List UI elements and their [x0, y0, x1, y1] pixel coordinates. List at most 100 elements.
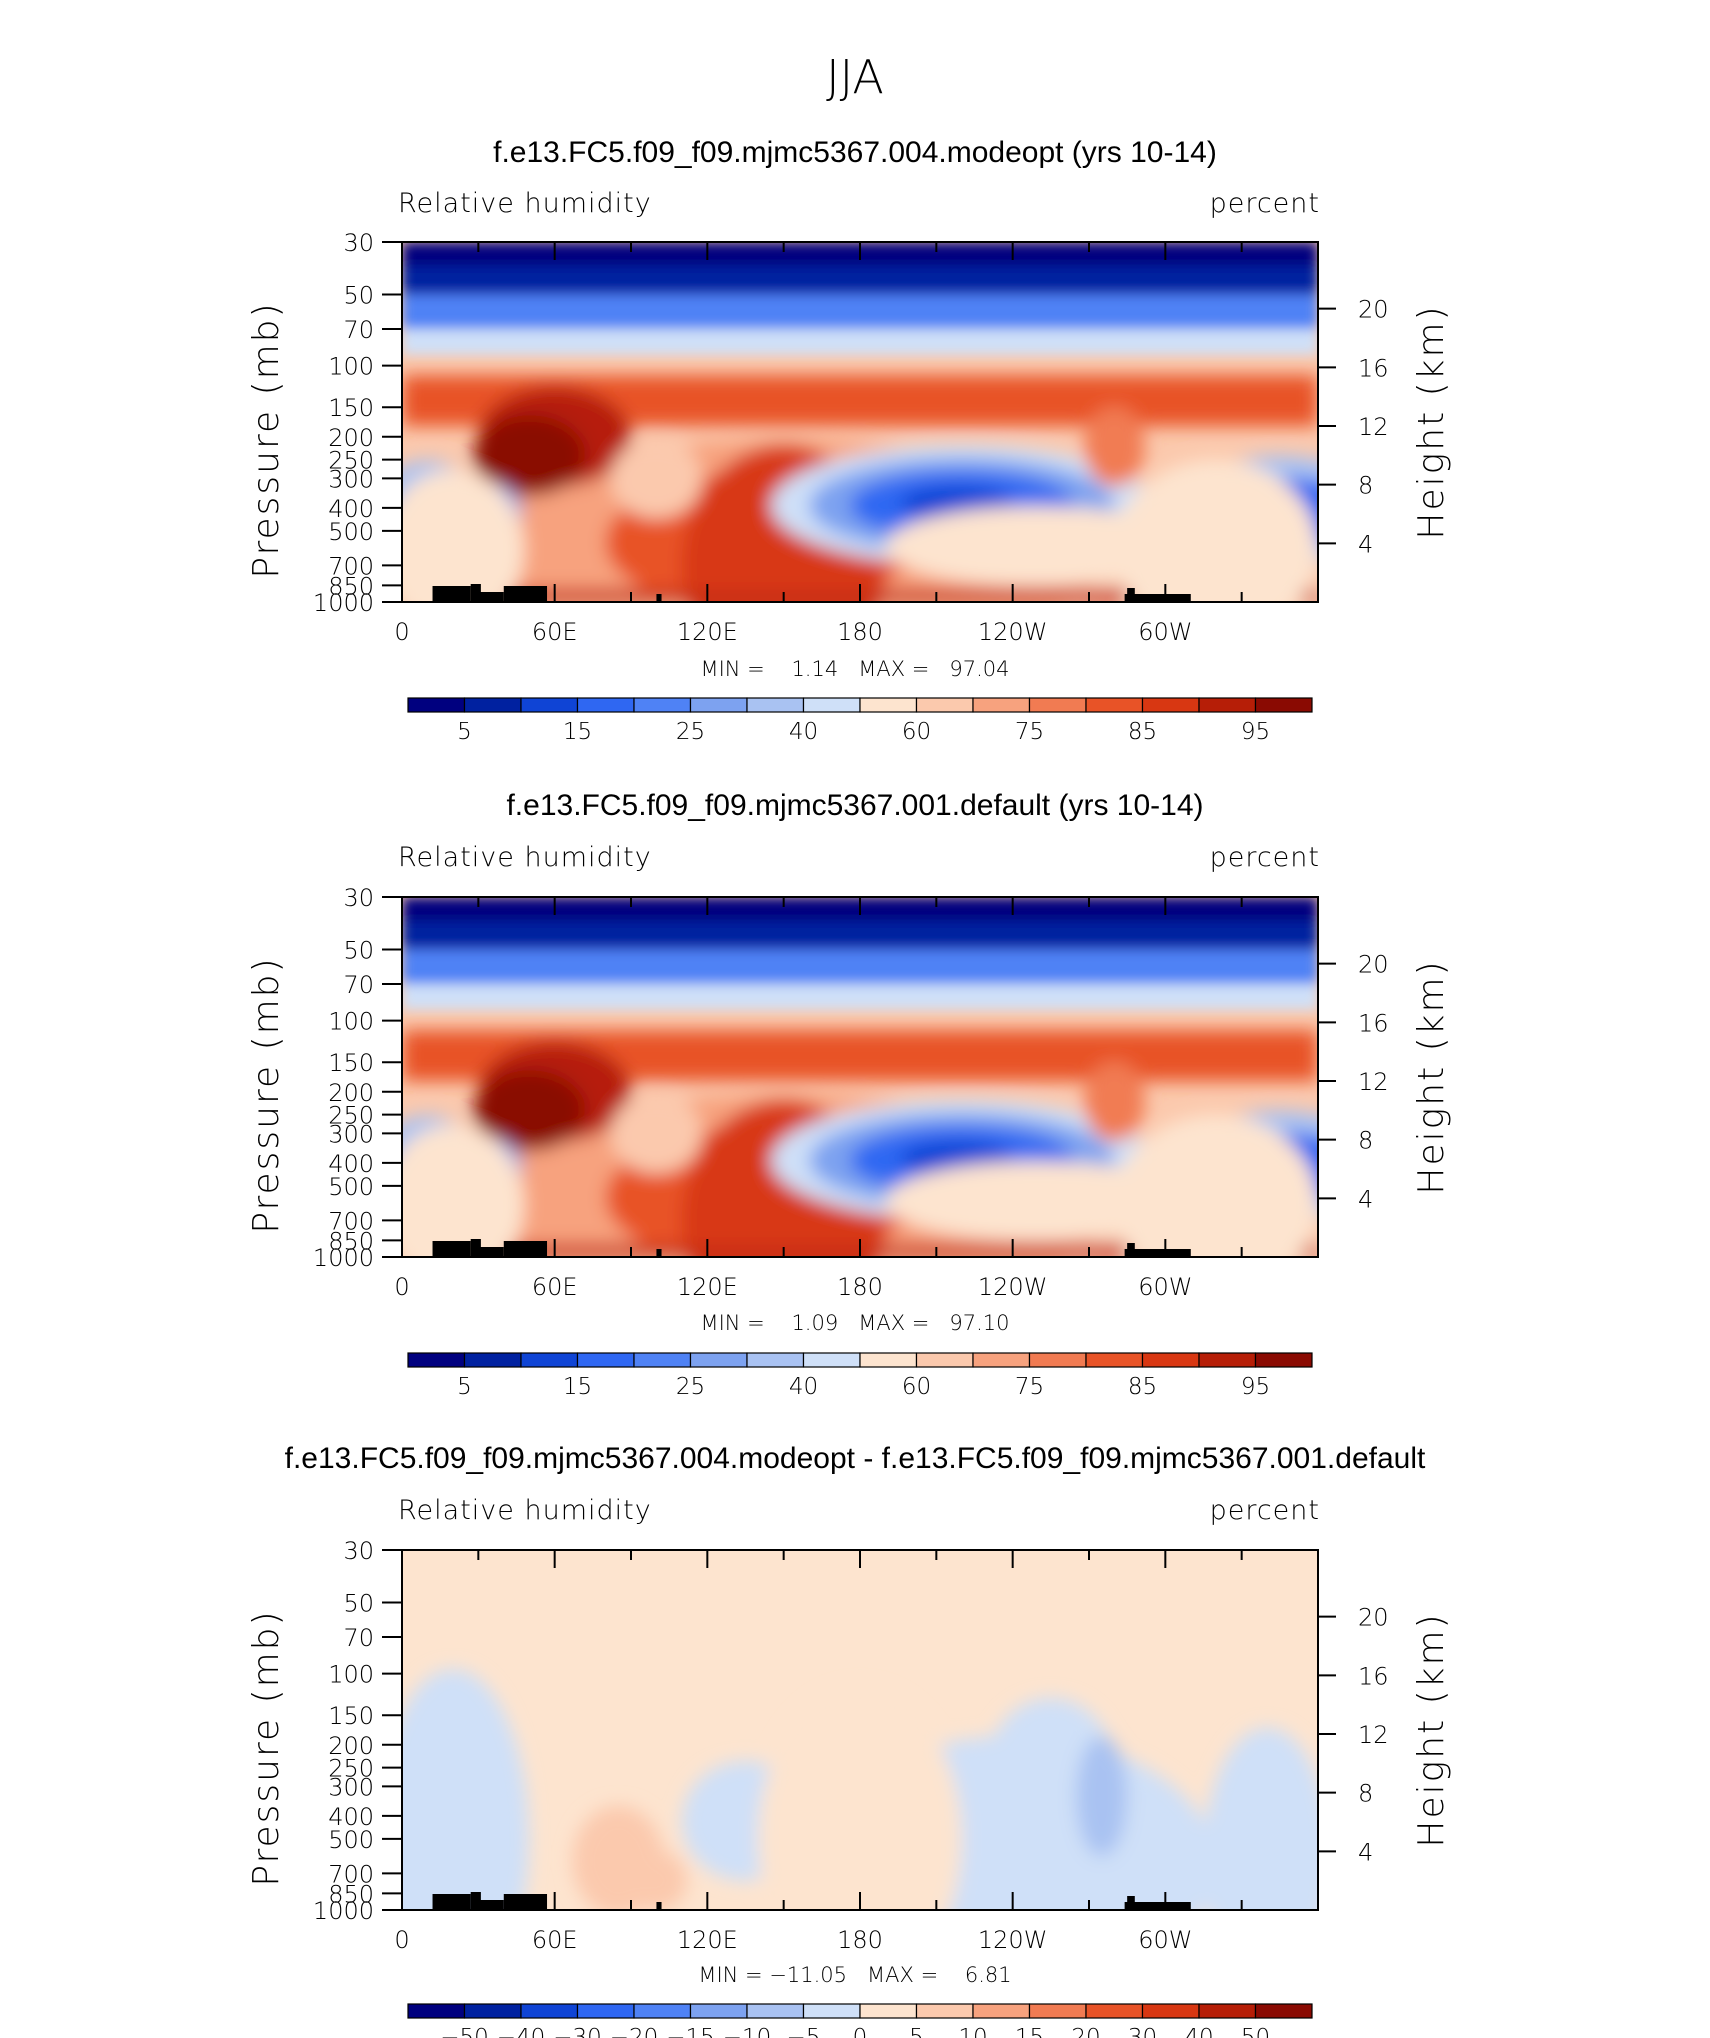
- colorbar-label: 15: [563, 1374, 592, 1400]
- diff-neg-core: [1076, 1736, 1128, 1857]
- variable-label: Relative humidity: [398, 1495, 652, 1526]
- dry-region-lower: [402, 469, 525, 602]
- colorbar-swatch: [972, 2003, 1031, 2019]
- x-tick-label: 60W: [1138, 1926, 1192, 1954]
- colorbar-swatch: [633, 697, 692, 713]
- y2-axis-title: Height (km): [1411, 959, 1452, 1194]
- topography: [432, 1892, 1191, 1910]
- colorbar-swatch: [1028, 2003, 1087, 2019]
- colorbar-label: −5: [787, 2025, 821, 2038]
- y-tick-label: 300: [328, 465, 374, 493]
- colorbar-swatch: [576, 1352, 635, 1368]
- colorbar-label: 30: [1128, 2025, 1157, 2038]
- colorbar-swatch: [1254, 1352, 1313, 1368]
- min-max-stats: MIN = −11.05 MAX = 6.81: [698, 1963, 1011, 1987]
- panel-title: f.e13.FC5.f09_f09.mjmc5367.001.default (…: [506, 789, 1203, 822]
- colorbar-label: −40: [497, 2025, 546, 2038]
- colorbar-label: 60: [902, 1374, 931, 1400]
- dry-region-lower: [402, 1124, 525, 1257]
- y2-tick-label: 12: [1358, 1721, 1389, 1749]
- topography-block: [656, 594, 662, 602]
- y-tick-label: 100: [328, 1661, 374, 1689]
- topography: [432, 1239, 1191, 1257]
- colorbar-label: 5: [909, 2025, 924, 2038]
- x-tick-label: 180: [837, 1926, 883, 1954]
- diff-neg-east: [1203, 1727, 1318, 1910]
- topography-block: [503, 1894, 548, 1910]
- colorbar-label: −30: [553, 2025, 602, 2038]
- colorbar-swatch: [1141, 697, 1200, 713]
- y2-tick-label: 20: [1358, 951, 1389, 979]
- colorbar-swatch: [1141, 2003, 1200, 2019]
- field-layer: [402, 1030, 1318, 1257]
- y2-tick-label: 12: [1358, 413, 1389, 441]
- y-tick-label: 1000: [313, 1897, 374, 1925]
- y2-tick-label: 4: [1358, 530, 1373, 558]
- topography: [432, 584, 1191, 602]
- colorbar-label: 40: [1184, 2025, 1213, 2038]
- colorbar-swatch: [1198, 2003, 1257, 2019]
- field-layer: [402, 375, 1318, 602]
- x-tick-label: 60W: [1138, 618, 1192, 646]
- y-tick-label: 70: [343, 1624, 374, 1652]
- y2-tick-label: 12: [1358, 1068, 1389, 1096]
- x-tick-label: 60W: [1138, 1273, 1192, 1301]
- field-layer: [402, 1668, 1318, 1910]
- y2-tick-label: 16: [1358, 1662, 1389, 1690]
- colorbar-swatch: [520, 697, 579, 713]
- colorbar-label: −15: [666, 2025, 715, 2038]
- y2-axis-title: Height (km): [1411, 1612, 1452, 1847]
- colorbar-swatch: [915, 2003, 974, 2019]
- colorbar-label: 5: [457, 719, 472, 745]
- y-tick-label: 300: [328, 1773, 374, 1801]
- colorbar-swatch: [859, 1352, 918, 1368]
- x-tick-label: 120W: [978, 618, 1048, 646]
- units-label: percent: [1210, 188, 1320, 219]
- topography-block: [432, 1894, 471, 1910]
- colorbar-swatch: [746, 2003, 805, 2019]
- y-tick-label: 250: [328, 1755, 374, 1783]
- y-tick-label: 700: [328, 1860, 374, 1888]
- panel-1: f.e13.FC5.f09_f09.mjmc5367.004.modeopt (…: [246, 136, 1452, 745]
- y2-tick-label: 4: [1358, 1838, 1373, 1866]
- upper-moist-peak: [473, 1070, 586, 1151]
- moist-gap: [610, 1093, 703, 1174]
- x-tick-label: 120E: [677, 618, 738, 646]
- y-tick-label: 400: [328, 1803, 374, 1831]
- colorbar-swatch: [1085, 2003, 1144, 2019]
- panel-2: f.e13.FC5.f09_f09.mjmc5367.001.default (…: [246, 789, 1452, 1400]
- topography-block: [656, 1902, 662, 1910]
- y2-tick-label: 20: [1358, 296, 1389, 324]
- colorbar-label: 95: [1241, 1374, 1270, 1400]
- colorbar-swatch: [802, 2003, 861, 2019]
- colorbar-swatch: [802, 1352, 861, 1368]
- y-tick-label: 50: [343, 281, 374, 309]
- colorbar-swatch: [633, 2003, 692, 2019]
- colorbar-label: 85: [1128, 719, 1157, 745]
- colorbar-swatch: [633, 1352, 692, 1368]
- colorbar-label: 85: [1128, 1374, 1157, 1400]
- x-tick-label: 0: [394, 1273, 409, 1301]
- topography-block: [1124, 594, 1191, 602]
- upper-moist-peak: [473, 415, 586, 496]
- topography-block: [473, 1900, 504, 1910]
- y2-tick-label: 4: [1358, 1185, 1373, 1213]
- x-tick-label: 120E: [677, 1926, 738, 1954]
- colorbar-label: 75: [1015, 1374, 1044, 1400]
- colorbar-swatch: [746, 1352, 805, 1368]
- y-tick-label: 50: [343, 1589, 374, 1617]
- y2-axis-title: Height (km): [1411, 304, 1452, 539]
- colorbar-swatch: [407, 2003, 466, 2019]
- y-tick-label: 150: [328, 394, 374, 422]
- colorbar-swatch: [746, 697, 805, 713]
- y-tick-label: 30: [343, 229, 374, 257]
- min-max-stats: MIN = 1.14 MAX = 97.04: [700, 657, 1009, 681]
- y-tick-label: 70: [343, 971, 374, 999]
- contour-field: [402, 1550, 1318, 1910]
- y-tick-label: 70: [343, 316, 374, 344]
- upper-moist-blob: [1083, 1061, 1145, 1142]
- y-tick-label: 200: [328, 1079, 374, 1107]
- y-axis-title: Pressure (mb): [246, 956, 287, 1233]
- topography-block: [473, 1247, 504, 1257]
- x-tick-label: 120E: [677, 1273, 738, 1301]
